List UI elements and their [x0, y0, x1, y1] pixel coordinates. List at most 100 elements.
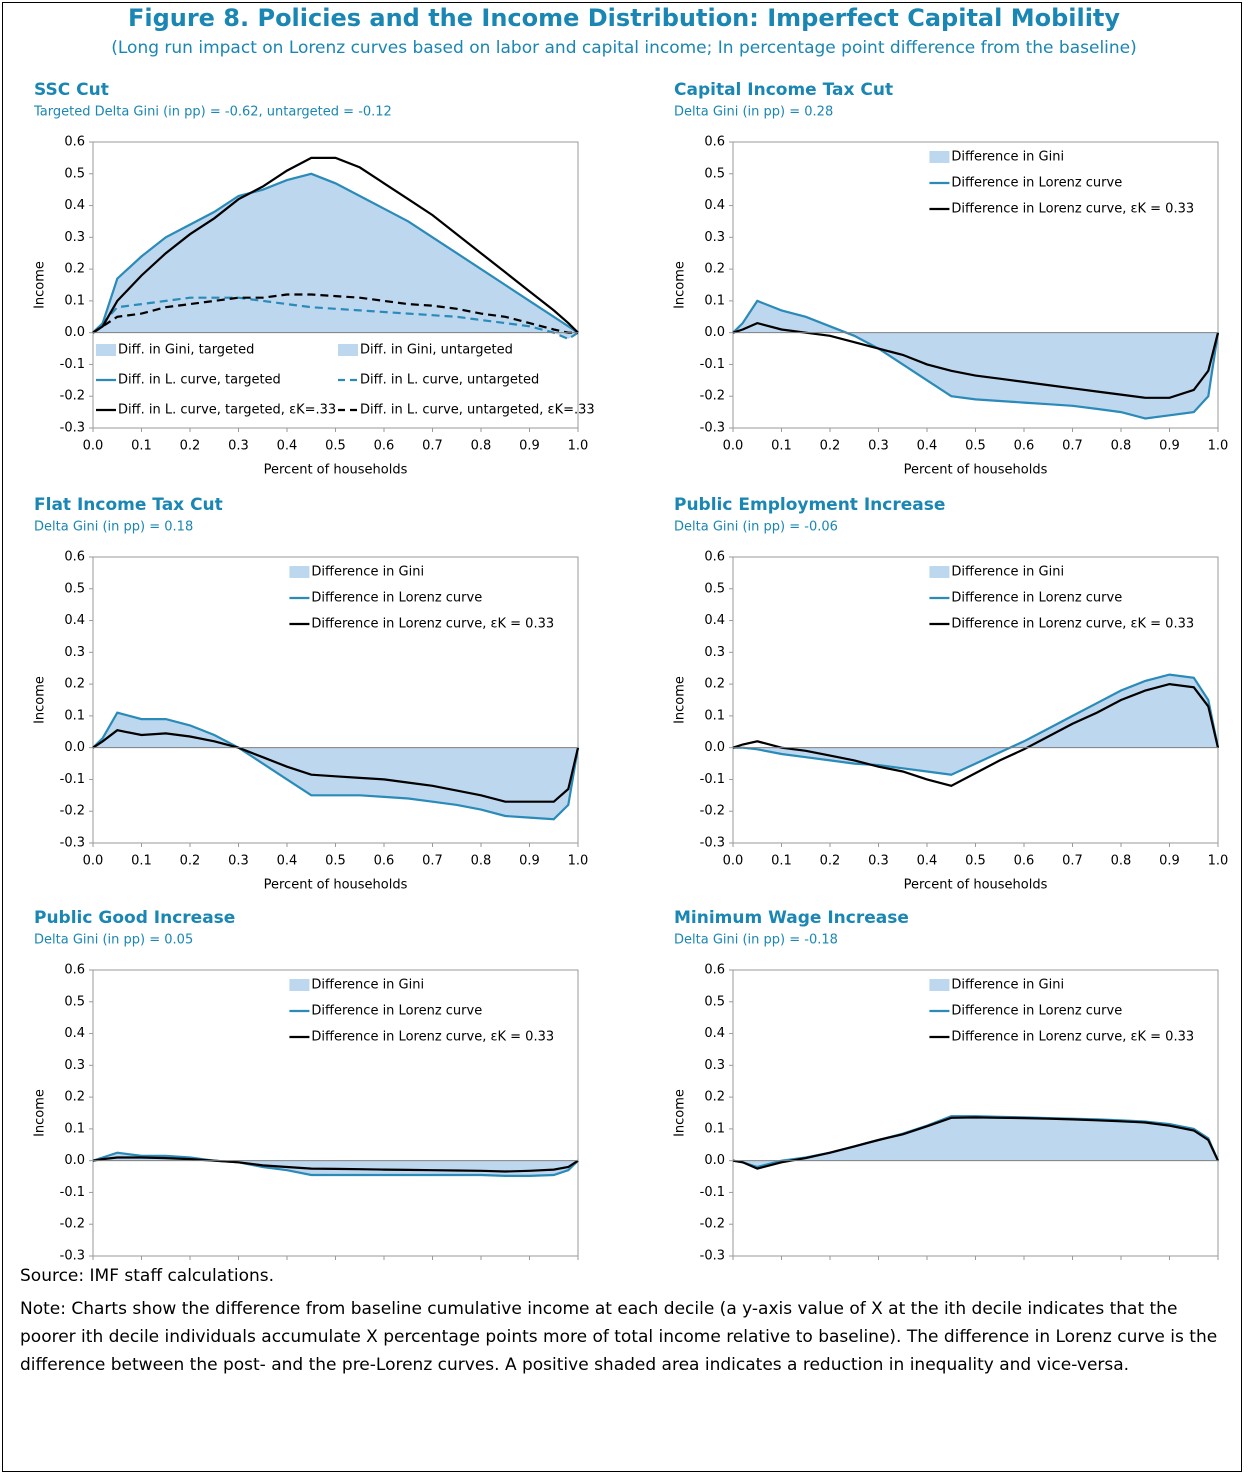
legend-swatch [929, 979, 950, 991]
legend-label: Diff. in L. curve, targeted [118, 373, 281, 388]
plot-frame [92, 969, 579, 1257]
x-tick-label: 1.0 [1208, 439, 1229, 454]
y-tick-label: 0.4 [64, 1026, 85, 1041]
x-tick-label: 0.8 [471, 854, 492, 869]
x-tick-label: 0.3 [228, 439, 249, 454]
y-axis-label: Income [673, 1089, 688, 1137]
x-tick-label: 1.0 [568, 854, 589, 869]
y-tick-label: 0.5 [64, 166, 85, 181]
legend-label: Difference in Gini [951, 150, 1064, 165]
y-tick-label: 0.0 [64, 1153, 85, 1168]
x-tick-label: 0.2 [180, 439, 201, 454]
y-tick-label: 0.6 [64, 963, 85, 978]
y-tick-label: -0.3 [60, 1249, 85, 1261]
y-tick-label: 0.1 [704, 708, 725, 723]
x-tick-label: 0.9 [1159, 439, 1180, 454]
chart-title: Minimum Wage Increase [674, 908, 909, 928]
legend-swatch [289, 566, 310, 578]
note: Note: Charts show the difference from ba… [20, 1299, 1218, 1375]
plot-frame [732, 969, 1219, 1257]
x-tick-label: 0.4 [917, 439, 938, 454]
legend-label: Difference in Lorenz curve, εK = 0.33 [311, 617, 554, 632]
x-tick-label: 1.0 [1208, 854, 1229, 869]
legend-label: Difference in Gini [951, 565, 1064, 580]
line [92, 293, 578, 334]
legend-label: Diff. in L. curve, targeted, εK=.33 [118, 403, 336, 418]
y-tick-label: -0.1 [60, 357, 85, 372]
y-tick-label: -0.1 [60, 1185, 85, 1200]
y-tick-label: -0.1 [700, 1185, 725, 1200]
x-tick-label: 0.4 [917, 854, 938, 869]
y-tick-label: 0.3 [64, 1058, 85, 1073]
y-tick-label: -0.3 [700, 1249, 725, 1261]
x-axis-label: Percent of households [904, 463, 1048, 478]
y-tick-label: -0.1 [700, 772, 725, 787]
y-tick-label: 0.1 [64, 1121, 85, 1136]
chart-title: Capital Income Tax Cut [674, 80, 893, 100]
x-tick-label: 0.9 [519, 854, 540, 869]
line [92, 711, 580, 821]
line [732, 299, 1220, 420]
y-tick-label: 0.4 [704, 1026, 725, 1041]
x-tick-label: 0.6 [1014, 854, 1035, 869]
x-tick-label: 0.8 [1111, 854, 1132, 869]
legend-label: Difference in Lorenz curve, εK = 0.33 [951, 1030, 1194, 1045]
legend-swatch [338, 344, 358, 356]
chart-title: Public Good Increase [34, 908, 235, 928]
x-tick-label: 0.0 [723, 854, 744, 869]
y-tick-label: 0.0 [704, 1153, 725, 1168]
x-axis-label: Percent of households [264, 463, 408, 478]
y-tick-label: 0.6 [704, 135, 725, 150]
y-tick-label: 0.6 [64, 550, 85, 565]
line [92, 172, 579, 334]
y-tick-label: -0.3 [60, 836, 85, 851]
chart-title: SSC Cut [34, 80, 109, 100]
line [92, 296, 579, 341]
x-tick-label: 0.1 [771, 439, 792, 454]
y-tick-label: 0.5 [704, 581, 725, 596]
legend-label: Difference in Lorenz curve [311, 591, 482, 606]
x-tick-label: 0.9 [1159, 854, 1180, 869]
y-tick-label: -0.3 [700, 421, 725, 436]
x-tick-label: 0.7 [1062, 439, 1083, 454]
chart-subtitle: Delta Gini (in pp) = 0.05 [34, 933, 193, 948]
y-tick-label: 0.6 [704, 550, 725, 565]
x-tick-label: 0.1 [131, 854, 152, 869]
y-tick-label: 0.4 [64, 613, 85, 628]
y-tick-label: 0.2 [64, 1090, 85, 1105]
x-tick-label: 0.3 [868, 854, 889, 869]
y-tick-label: 0.4 [64, 198, 85, 213]
y-tick-label: -0.2 [60, 804, 85, 819]
x-axis-label: Percent of households [904, 878, 1048, 893]
y-tick-label: 0.5 [704, 166, 725, 181]
chart-subtitle: Delta Gini (in pp) = 0.18 [34, 520, 193, 535]
x-tick-label: 0.2 [820, 854, 841, 869]
y-tick-label: -0.1 [700, 357, 725, 372]
x-tick-label: 1.0 [568, 439, 589, 454]
x-tick-label: 0.5 [325, 854, 346, 869]
x-tick-label: 0.5 [965, 439, 986, 454]
legend-swatch [929, 566, 950, 578]
y-tick-label: 0.1 [704, 293, 725, 308]
chart-subtitle: Delta Gini (in pp) = 0.28 [674, 105, 833, 120]
line [732, 1116, 1219, 1170]
line [732, 682, 1220, 787]
x-tick-label: 0.1 [771, 854, 792, 869]
y-tick-label: 0.0 [64, 740, 85, 755]
chart-subtitle: Targeted Delta Gini (in pp) = -0.62, unt… [33, 105, 392, 120]
x-tick-label: 0.2 [180, 854, 201, 869]
area [733, 300, 1218, 419]
y-tick-label: 0.2 [64, 677, 85, 692]
y-tick-label: 0.2 [704, 262, 725, 277]
area [733, 1116, 1218, 1167]
y-tick-label: -0.2 [60, 389, 85, 404]
charts: SSC Cut Targeted Delta Gini (in pp) = -0.… [33, 80, 1229, 1261]
legend-label: Difference in Lorenz curve [951, 176, 1122, 191]
x-tick-label: 0.0 [83, 439, 104, 454]
chart-subtitle: Delta Gini (in pp) = -0.06 [674, 520, 838, 535]
y-tick-label: 0.5 [704, 994, 725, 1009]
x-tick-label: 0.7 [422, 439, 443, 454]
y-axis-label: Income [33, 1089, 48, 1137]
legend-label: Diff. in L. curve, untargeted [360, 373, 539, 388]
